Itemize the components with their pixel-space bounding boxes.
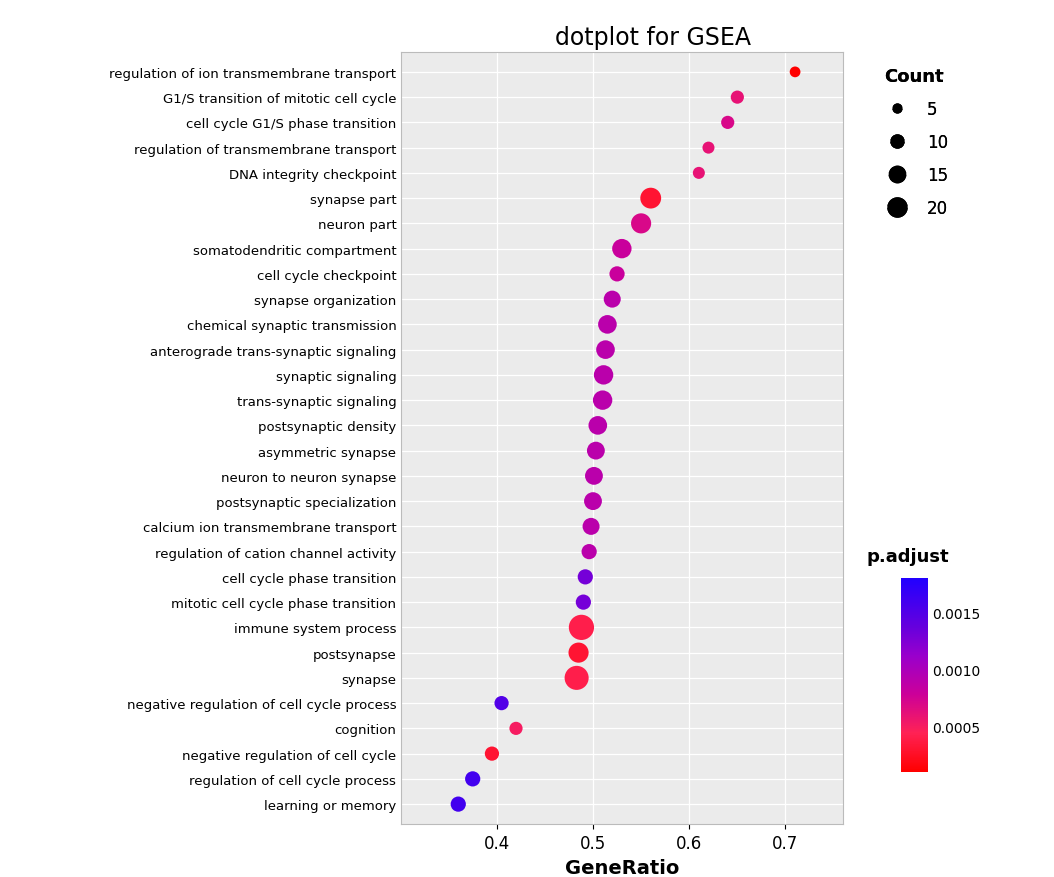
Point — [574, 595, 591, 610]
Text: dotplot for GSEA: dotplot for GSEA — [555, 26, 752, 50]
Point — [597, 343, 613, 357]
Point — [587, 444, 604, 458]
Point — [632, 217, 649, 232]
Point — [700, 141, 717, 155]
Point — [719, 117, 736, 131]
Point — [608, 267, 625, 282]
Text: 知乎 @Chilan Yuk: 知乎 @Chilan Yuk — [758, 874, 843, 877]
Point — [642, 192, 659, 206]
Point — [484, 746, 501, 760]
Point — [570, 645, 587, 660]
Point — [604, 293, 621, 307]
Point — [786, 66, 803, 80]
Point — [729, 91, 746, 105]
Point — [596, 368, 612, 382]
Point — [690, 167, 707, 181]
Point — [577, 570, 593, 584]
Point — [583, 520, 600, 534]
Point — [594, 394, 611, 408]
Point — [586, 469, 603, 483]
Text: p.adjust: p.adjust — [866, 547, 949, 566]
Point — [589, 419, 606, 433]
Point — [493, 696, 510, 710]
Point — [464, 772, 481, 786]
Point — [585, 495, 602, 509]
Point — [599, 318, 616, 332]
X-axis label: GeneRatio: GeneRatio — [565, 858, 679, 877]
Legend: 5, 10, 15, 20: 5, 10, 15, 20 — [874, 61, 955, 225]
Point — [613, 242, 630, 256]
Point — [568, 671, 585, 685]
Point — [508, 722, 525, 736]
Point — [573, 621, 590, 635]
Point — [581, 545, 598, 559]
Point — [450, 797, 467, 811]
